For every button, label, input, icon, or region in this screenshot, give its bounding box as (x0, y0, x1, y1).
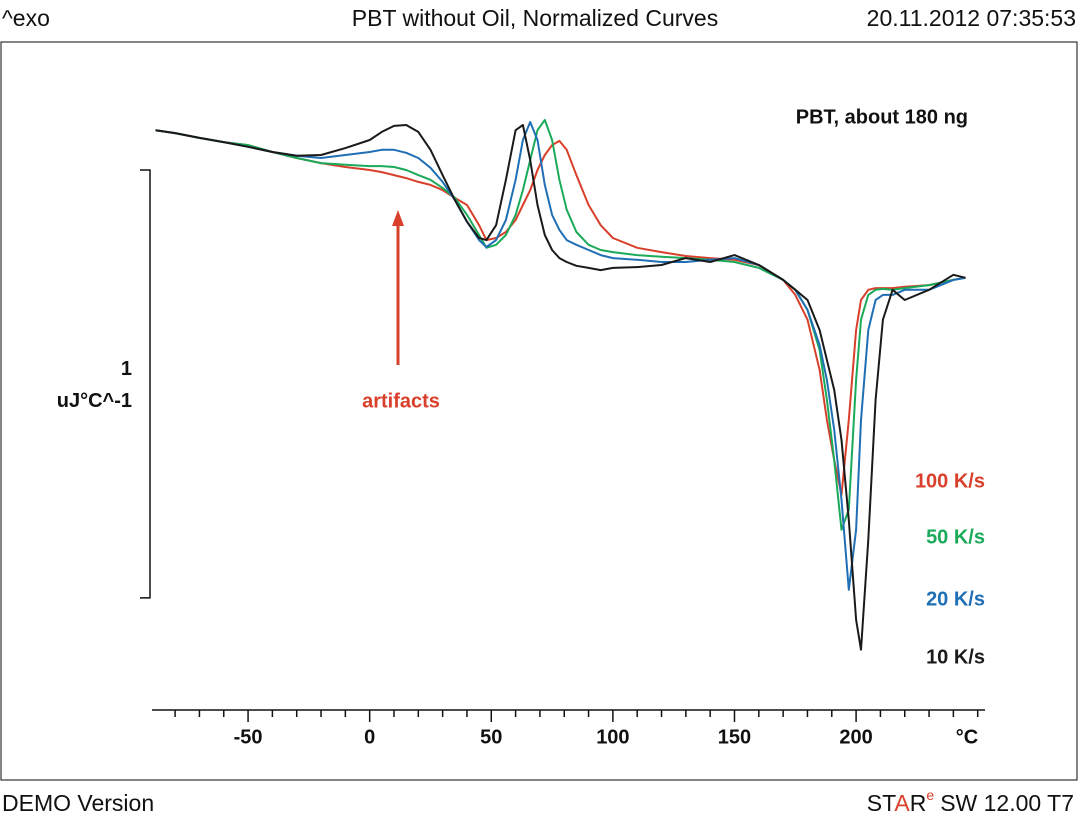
series-line (155, 129, 966, 496)
sample-note: PBT, about 180 ng (796, 106, 968, 128)
annotation-arrowhead (392, 210, 404, 226)
legend-label: 50 K/s (926, 526, 985, 548)
footer-left: DEMO Version (2, 790, 154, 816)
annotation: artifacts (362, 390, 440, 412)
timestamp: 20.11.2012 07:35:53 (867, 5, 1076, 31)
series-line (155, 121, 966, 591)
legend-label: 10 K/s (926, 646, 985, 668)
legend-label: 100 K/s (915, 470, 985, 492)
scale-bar-unit: uJ°C^-1 (57, 390, 132, 412)
x-axis-label: °C (956, 726, 978, 748)
scale-bar-value: 1 (121, 358, 132, 380)
series-line (155, 124, 966, 651)
chart-title: PBT without Oil, Normalized Curves (352, 5, 718, 31)
brand-sup: e (926, 787, 934, 803)
x-tick-label: -50 (234, 726, 263, 748)
software-label: STARe SW 12.00 T7 (867, 787, 1074, 816)
scale-bar (140, 169, 151, 599)
legend-label: 20 K/s (926, 588, 985, 610)
x-tick-label: 150 (718, 726, 751, 748)
brand-part: A (894, 790, 910, 816)
brand-part: R (910, 790, 927, 816)
brand-part: ST (867, 790, 896, 816)
x-tick-label: 0 (364, 726, 375, 748)
x-tick-label: 100 (596, 726, 629, 748)
frame (0, 41, 1078, 781)
corner-label: ^exo (2, 5, 50, 31)
series-line (155, 118, 966, 531)
x-tick-label: 200 (839, 726, 872, 748)
x-tick-label: 50 (480, 726, 502, 748)
version: SW 12.00 T7 (940, 790, 1074, 816)
